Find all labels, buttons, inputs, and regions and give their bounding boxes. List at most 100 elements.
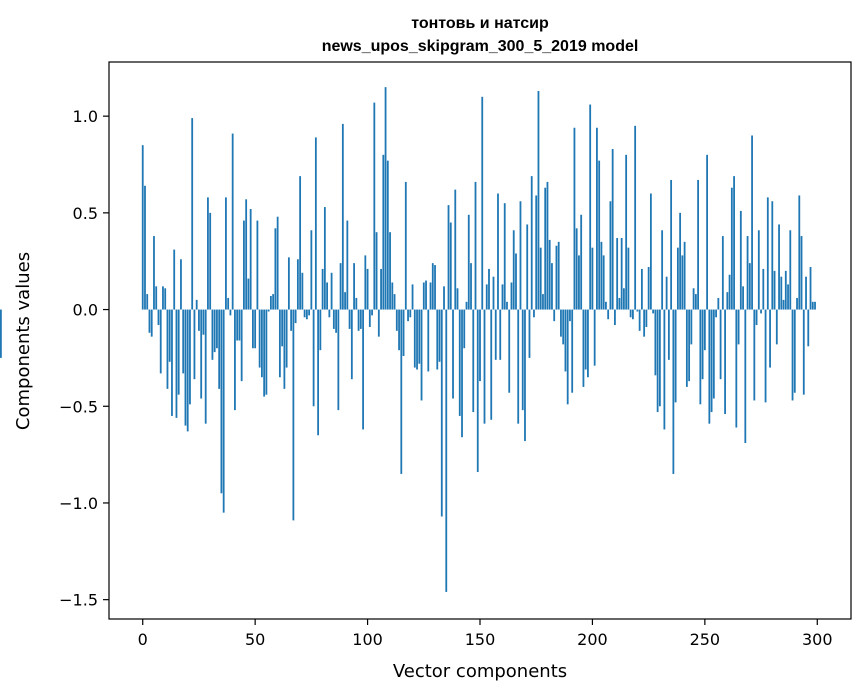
bar-151 (481, 96, 484, 310)
bar-75 (310, 230, 313, 310)
bar-118 (407, 309, 409, 322)
bar-69 (296, 259, 299, 310)
bar-70 (299, 176, 302, 310)
bar-284 (780, 276, 783, 310)
bar-184 (555, 245, 558, 310)
bar-51 (256, 220, 259, 310)
bar-32 (213, 309, 216, 353)
bar-25 (198, 309, 200, 331)
plot-frame (108, 61, 852, 620)
bar-227 (652, 309, 655, 314)
bar-142 (461, 309, 463, 438)
x-tick-label: 50 (245, 630, 265, 649)
bar-175 (535, 195, 538, 310)
bar-202 (596, 127, 598, 310)
y-tick-label: 0.5 (73, 204, 98, 223)
bar-297 (809, 267, 812, 310)
bar-148 (474, 181, 477, 310)
bar-77 (314, 137, 317, 310)
bar-273 (755, 309, 758, 326)
bar-130 (434, 265, 436, 310)
bar-208 (609, 201, 612, 310)
bar-36 (222, 309, 225, 513)
bar-201 (593, 309, 596, 366)
bar-48 (249, 208, 252, 310)
bar-17 (180, 259, 182, 310)
bar-125 (422, 282, 425, 310)
bar-216 (627, 247, 630, 310)
bar-152 (483, 309, 486, 424)
bar-101 (368, 309, 371, 327)
bar-169 (521, 309, 524, 411)
bar-221 (638, 309, 641, 331)
bar-62 (281, 309, 284, 347)
bar-161 (503, 203, 506, 310)
bar-39 (229, 309, 232, 316)
bar-137 (449, 222, 452, 310)
bar-256 (717, 297, 720, 310)
bar-230 (658, 309, 661, 407)
bar-56 (267, 309, 270, 312)
bar-29 (207, 197, 209, 310)
bar-100 (366, 268, 369, 310)
bar-218 (632, 309, 634, 320)
bar-60 (276, 216, 279, 310)
bar-288 (789, 230, 792, 310)
bar-94 (353, 263, 355, 310)
bar-127 (427, 309, 430, 372)
bar-115 (400, 309, 403, 474)
bar-82 (326, 282, 328, 310)
bar-145 (467, 214, 470, 310)
bar-124 (420, 309, 423, 401)
bar-93 (350, 309, 353, 380)
bar-232 (663, 309, 666, 430)
y-tick-label: −1.5 (59, 591, 98, 610)
bar-31 (211, 309, 214, 360)
bar-181 (548, 239, 551, 310)
bar-267 (742, 286, 744, 310)
bar-150 (479, 309, 481, 382)
bar-287 (787, 284, 789, 310)
bar-185 (557, 241, 560, 310)
bar-178 (542, 294, 544, 310)
bar-160 (501, 284, 504, 310)
bar-91 (346, 220, 349, 310)
bar-236 (672, 309, 675, 474)
bar-292 (798, 195, 801, 310)
bar-154 (488, 268, 490, 310)
bar-200 (591, 247, 594, 310)
bar-108 (384, 87, 387, 310)
bar-204 (600, 241, 603, 310)
bar-21 (189, 309, 191, 405)
bar-211 (616, 238, 619, 310)
bar-27 (202, 309, 205, 335)
bar-14 (173, 249, 176, 310)
bar-231 (661, 230, 664, 310)
bar-224 (645, 309, 648, 327)
bar-286 (784, 270, 787, 310)
bar-37 (225, 197, 227, 310)
bar-13 (171, 309, 173, 416)
bar-269 (746, 236, 749, 310)
bar-71 (301, 272, 304, 310)
bar-107 (382, 154, 385, 310)
bar-114 (398, 309, 400, 351)
bar-54 (263, 309, 266, 397)
bar-76 (312, 309, 315, 407)
x-axis-label: Vector components (393, 661, 567, 682)
bar-72 (303, 309, 306, 318)
bar-143 (463, 309, 466, 349)
bar-132 (438, 309, 441, 362)
bar-289 (791, 309, 794, 401)
bar-270 (748, 263, 751, 310)
bar-293 (800, 236, 803, 310)
bar-283 (778, 224, 780, 310)
bar-15 (175, 309, 178, 418)
bar-290 (793, 309, 796, 393)
bar-141 (458, 309, 461, 416)
bar-198 (587, 309, 589, 378)
bar-212 (618, 297, 621, 310)
y-tick-label: 1.0 (73, 107, 98, 126)
bar-235 (670, 179, 673, 310)
bar-35 (220, 309, 223, 494)
